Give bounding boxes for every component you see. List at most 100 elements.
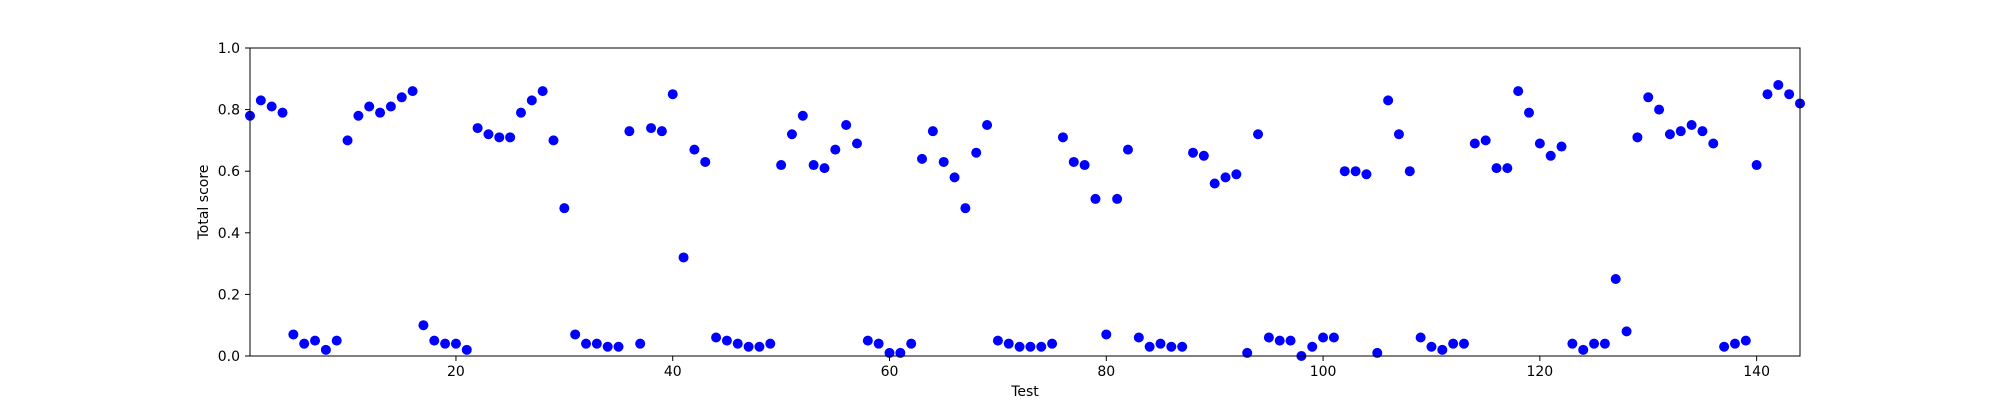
data-point [1209, 178, 1220, 189]
data-point [1025, 341, 1036, 352]
data-point [255, 95, 266, 106]
data-point [646, 123, 657, 134]
data-point [884, 347, 895, 358]
data-point [830, 144, 841, 155]
data-point [808, 160, 819, 171]
data-point [396, 92, 407, 103]
data-point [1589, 338, 1600, 349]
data-point [1166, 341, 1177, 352]
data-point [1253, 129, 1264, 140]
data-point [559, 203, 570, 214]
data-point [1188, 147, 1199, 158]
x-tick-label: 120 [1526, 364, 1553, 380]
data-point [1740, 335, 1751, 346]
data-point [1112, 193, 1123, 204]
data-point [1675, 126, 1686, 137]
data-point [1383, 95, 1394, 106]
data-point [548, 135, 559, 146]
data-point [819, 163, 830, 174]
data-point [635, 338, 646, 349]
data-point [1014, 341, 1025, 352]
y-axis-label: Total score [196, 165, 212, 241]
data-point [992, 335, 1003, 346]
data-point [960, 203, 971, 214]
data-point [505, 132, 516, 143]
data-point [1524, 107, 1535, 118]
x-axis-label: Test [1010, 384, 1039, 400]
y-tick-label: 0.4 [218, 226, 240, 242]
data-points [245, 79, 1805, 361]
x-axis-ticks: 20 40 60 80 100 120 140 [447, 356, 1770, 380]
data-point [1133, 332, 1144, 343]
data-point [732, 338, 743, 349]
data-point [1415, 332, 1426, 343]
y-tick-label: 0.2 [218, 287, 240, 303]
data-point [1751, 160, 1762, 171]
data-point [906, 338, 917, 349]
x-tick-label: 40 [664, 364, 682, 380]
data-point [797, 110, 808, 121]
data-point [1534, 138, 1545, 149]
data-point [927, 126, 938, 137]
data-point [429, 335, 440, 346]
data-point [700, 156, 711, 167]
data-point [1122, 144, 1133, 155]
data-point [450, 338, 461, 349]
data-point [1664, 129, 1675, 140]
data-point [949, 172, 960, 183]
data-point [743, 341, 754, 352]
data-point [1404, 166, 1415, 177]
data-point [1372, 347, 1383, 358]
data-point [1361, 169, 1372, 180]
data-point [1632, 132, 1643, 143]
y-tick-label: 0.0 [218, 349, 240, 365]
data-point [1307, 341, 1318, 352]
data-point [1621, 326, 1632, 337]
data-point [1599, 338, 1610, 349]
data-point [1263, 332, 1274, 343]
data-point [1686, 120, 1697, 130]
data-point [1654, 104, 1665, 115]
data-point [971, 147, 982, 158]
data-point [299, 338, 310, 349]
data-point [1393, 129, 1404, 140]
data-point [1448, 338, 1459, 349]
data-point [1177, 341, 1188, 352]
data-point [1708, 138, 1719, 149]
data-point [841, 120, 852, 130]
data-point [602, 341, 613, 352]
data-point [1513, 86, 1524, 97]
data-point [375, 107, 386, 118]
data-point [1491, 163, 1502, 174]
data-point [1090, 193, 1101, 204]
data-point [1101, 329, 1112, 340]
data-point [418, 320, 429, 331]
data-point [938, 156, 949, 167]
data-point [721, 335, 732, 346]
data-point [1274, 335, 1285, 346]
data-point [1437, 344, 1448, 355]
data-point [483, 129, 494, 140]
data-point [310, 335, 321, 346]
data-point [570, 329, 581, 340]
data-point [1578, 344, 1589, 355]
data-point [982, 120, 993, 130]
y-tick-label: 0.6 [218, 164, 240, 180]
data-point [1643, 92, 1654, 103]
data-point [1502, 163, 1513, 174]
plot-frame [249, 47, 1801, 357]
data-point [407, 86, 418, 97]
data-point [776, 160, 787, 171]
data-point [851, 138, 862, 149]
data-point [288, 329, 299, 340]
data-point [1784, 89, 1795, 100]
data-point [1545, 150, 1556, 161]
data-point [526, 95, 537, 106]
data-point [1556, 141, 1567, 152]
data-point [667, 89, 678, 100]
data-point [1773, 79, 1784, 90]
data-point [581, 338, 592, 349]
data-point [472, 123, 483, 134]
x-tick-label: 80 [1097, 364, 1115, 380]
